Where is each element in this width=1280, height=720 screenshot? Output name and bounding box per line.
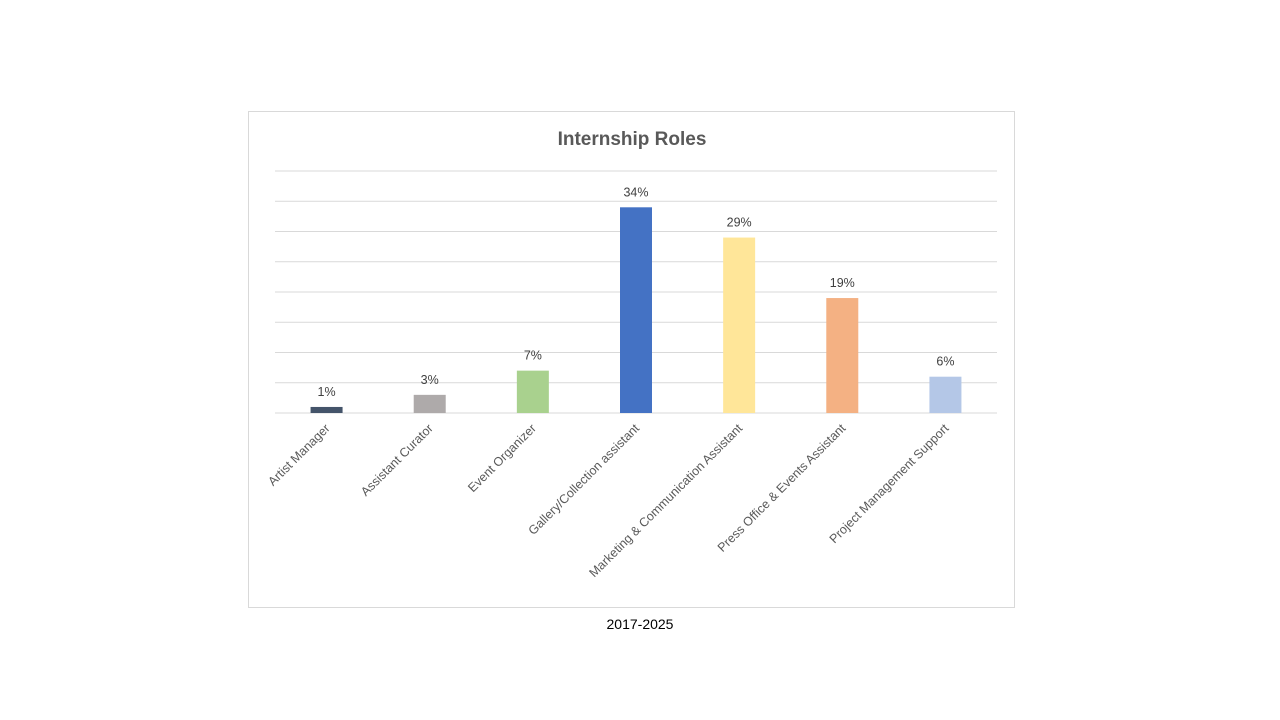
data-label: 29%	[727, 216, 752, 230]
x-tick-label: Event Organizer	[465, 421, 539, 495]
bar[interactable]	[620, 207, 652, 413]
x-tick-label: Artist Manager	[265, 421, 332, 488]
data-labels: 1% 3% 7% 34% 29% 19% 6%	[318, 185, 955, 399]
x-tick-label: Gallery/Collection assistant	[526, 421, 643, 538]
bar[interactable]	[310, 406, 343, 413]
data-label: 7%	[524, 349, 542, 363]
bars	[310, 207, 962, 413]
bar[interactable]	[929, 376, 962, 413]
data-label: 6%	[936, 355, 954, 369]
bar[interactable]	[826, 298, 859, 413]
x-tick-label: Project Management Support	[827, 421, 952, 546]
x-tick-label: Assistant Curator	[358, 421, 436, 499]
x-axis-tick-labels: Artist Manager Assistant Curator Event Org…	[265, 421, 952, 580]
data-label: 19%	[830, 276, 855, 290]
bar[interactable]	[516, 370, 549, 413]
data-label: 34%	[623, 185, 648, 199]
bar[interactable]	[723, 237, 756, 413]
bar[interactable]	[413, 394, 446, 413]
data-label: 1%	[318, 385, 336, 399]
chart-caption: 2017-2025	[606, 616, 674, 632]
data-label: 3%	[421, 373, 439, 387]
chart-title: Internship Roles	[558, 129, 707, 150]
